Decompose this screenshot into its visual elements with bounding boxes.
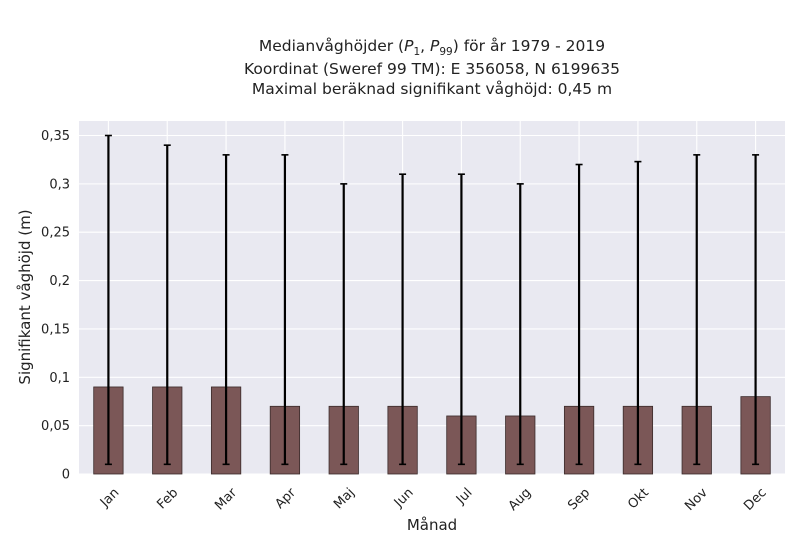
title-p99-sub: 99 (439, 46, 452, 58)
error-bar-jul (457, 173, 465, 466)
y-tick-label: 0,1 (49, 371, 70, 386)
y-tick-label: 0,2 (49, 274, 70, 289)
error-bar-apr (281, 154, 289, 466)
x-tick-label-okt: Okt (625, 485, 652, 512)
chart-title-line-3: Maximal beräknad signifikant våghöjd: 0,… (252, 80, 612, 98)
error-bar-maj (340, 183, 348, 466)
error-bar-okt (634, 160, 642, 466)
x-tick-label-dec: Dec (741, 485, 769, 513)
title-p1-base: P (404, 37, 414, 55)
error-bar-jun (399, 173, 407, 466)
y-tick-label: 0,05 (41, 419, 70, 434)
error-bar-feb (163, 144, 171, 466)
error-bar-mar (222, 154, 230, 466)
chart-title: Medianvåghöjder (P1, P99) för år 1979 - … (244, 37, 620, 98)
y-tick-label: 0,35 (41, 129, 70, 144)
x-axis-ticks: Jan Feb Mar Apr Maj Jun Jul Aug Sep Okt Nov Dec (97, 485, 770, 514)
title-prefix: Medianvåghöjder ( (259, 37, 404, 55)
y-tick-label: 0,25 (41, 226, 70, 241)
x-tick-label-mar: Mar (212, 485, 240, 513)
y-tick-label: 0 (62, 468, 70, 483)
x-tick-label-aug: Aug (506, 485, 535, 514)
x-tick-label-jun: Jun (391, 485, 417, 511)
y-axis-label: Signifikant våghöjd (m) (16, 209, 34, 384)
error-bar-dec (752, 154, 760, 466)
title-p99-base: P (430, 37, 440, 55)
x-axis-label: Månad (407, 516, 457, 534)
error-bar-nov (693, 154, 701, 466)
y-tick-label: 0,3 (49, 177, 70, 192)
title-p1-sub: 1 (413, 46, 420, 58)
title-separator: , (420, 37, 430, 55)
chart-title-line-1: Medianvåghöjder (P1, P99) för år 1979 - … (259, 37, 605, 58)
x-tick-label-apr: Apr (272, 485, 299, 512)
y-tick-label: 0,15 (41, 322, 70, 337)
plot-area (79, 121, 785, 474)
x-tick-label-feb: Feb (154, 485, 181, 512)
error-bar-aug (516, 183, 524, 466)
x-tick-label-sep: Sep (565, 485, 593, 513)
x-tick-label-nov: Nov (682, 485, 711, 514)
error-bar-jan (104, 134, 112, 466)
error-bars (104, 134, 760, 466)
chart-title-line-2: Koordinat (Sweref 99 TM): E 356058, N 61… (244, 60, 620, 78)
title-suffix: ) för år 1979 - 2019 (453, 37, 605, 55)
error-bar-sep (575, 163, 583, 466)
y-axis-ticks: 0 0,05 0,1 0,15 0,2 0,25 0,3 0,35 (41, 129, 70, 482)
x-tick-label-maj: Maj (331, 485, 358, 512)
x-tick-label-jan: Jan (97, 485, 122, 510)
x-tick-label-jul: Jul (453, 485, 475, 507)
